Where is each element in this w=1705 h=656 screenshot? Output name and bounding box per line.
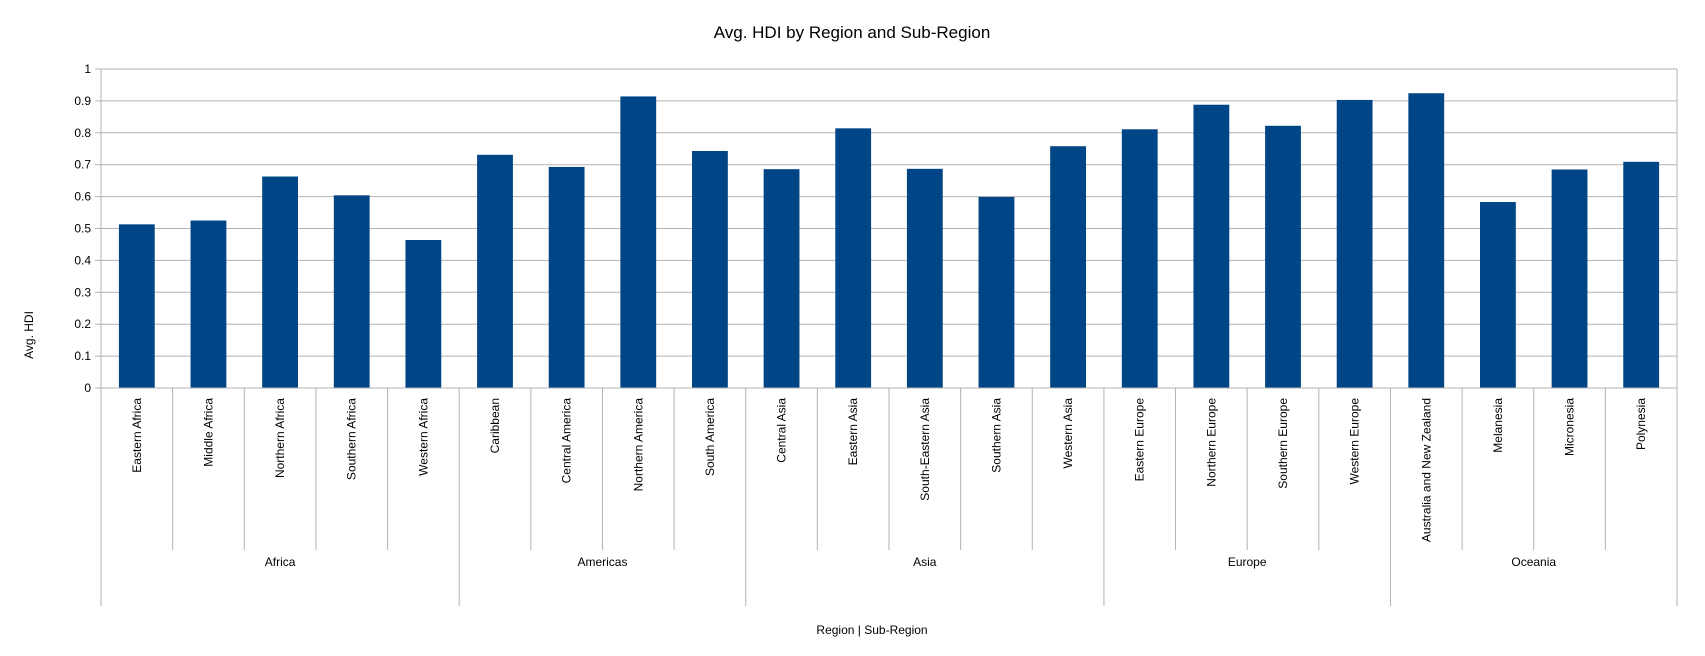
category-label: Middle Africa [201,398,215,467]
bar [405,239,442,388]
bar [1408,93,1445,388]
bar [1551,169,1588,388]
y-tick-label: 0 [84,381,91,395]
y-tick-label: 0.8 [74,126,91,140]
y-tick-label: 0.3 [74,285,91,299]
category-label: South America [703,398,717,476]
bar [1265,125,1301,389]
category-label: Eastern Africa [130,398,144,473]
category-label: Northern Europe [1204,398,1218,487]
group-label: Africa [265,555,296,569]
y-tick-label: 0.1 [74,349,91,363]
bar [692,150,728,388]
y-tick-label: 0.5 [74,222,91,236]
y-axis-title: Avg. HDI [22,311,36,359]
bar [906,168,943,388]
x-axis [100,387,1678,606]
group-label: Oceania [1511,555,1556,569]
category-label: Southern Europe [1276,398,1290,489]
category-label: Melanesia [1491,398,1505,453]
category-label: Australia and New Zealand [1419,398,1433,542]
group-label: Europe [1228,555,1267,569]
bar [548,166,585,388]
y-tick-label: 1 [84,62,91,76]
category-label: South-Eastern Asia [918,398,932,501]
bar [1193,104,1230,388]
category-label: Northern America [631,398,645,492]
category-label: Polynesia [1634,398,1648,450]
chart-title: Avg. HDI by Region and Sub-Region [714,23,991,42]
category-label: Western Africa [416,398,430,476]
bar [835,128,872,389]
category-label: Western Europe [1348,398,1362,485]
bar [620,96,657,389]
bars [118,93,1660,389]
y-tick-label: 0.9 [74,94,91,108]
y-tick-labels: 0 0.1 0.2 0.3 0.4 0.5 0.6 0.7 0.8 0.9 1 [74,62,101,395]
category-labels: Eastern Africa Middle Africa Northern Afri… [130,398,1648,542]
category-label: Northern Africa [273,398,287,478]
bar [978,196,1015,388]
category-label: Southern Africa [345,398,359,480]
y-tick-label: 0.7 [74,158,91,172]
bar [1050,146,1086,388]
category-label: Southern Asia [989,398,1003,473]
group-label: Americas [577,555,627,569]
bar [262,176,298,388]
bar [333,195,370,388]
category-label: Caribbean [488,398,502,453]
category-label: Central Asia [775,398,789,463]
group-labels: Africa Americas Asia Europe Oceania [265,555,1557,569]
bar [763,169,800,388]
category-label: Central America [560,398,574,484]
category-label: Micronesia [1563,398,1577,456]
bar [477,154,513,388]
category-label: Eastern Europe [1133,398,1147,482]
group-label: Asia [913,555,937,569]
bar [190,220,227,388]
bar [1623,161,1660,388]
category-label: Western Asia [1061,398,1075,469]
y-tick-label: 0.4 [74,253,91,267]
bar [118,224,155,388]
y-tick-label: 0.2 [74,317,91,331]
y-tick-label: 0.6 [74,190,91,204]
bar [1121,129,1158,388]
bar [1480,202,1516,388]
x-axis-title: Region | Sub-Region [816,623,927,637]
bar [1336,99,1373,389]
category-label: Eastern Asia [846,398,860,466]
